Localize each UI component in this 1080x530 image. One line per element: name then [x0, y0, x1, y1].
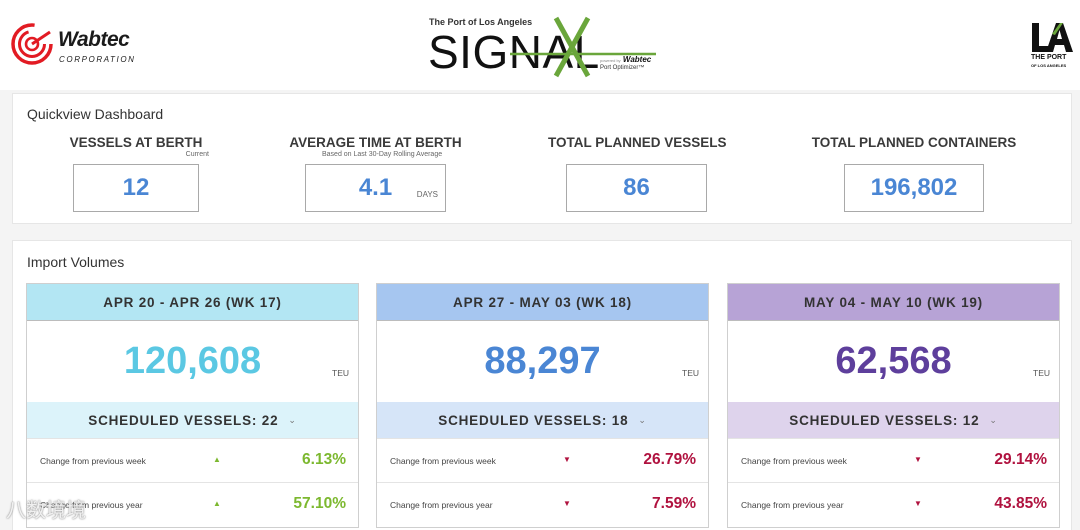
kpi-sub: Based on Last 30-Day Rolling Average	[322, 151, 443, 158]
quickview-title: Quickview Dashboard	[27, 106, 164, 122]
app-header: Wabtec CORPORATION The Port of Los Angel…	[0, 0, 1080, 90]
change-row-year: Change from previous year ▲ 57.10%	[27, 482, 358, 526]
triangle-down-icon: ▼	[563, 455, 571, 464]
scheduled-vessels-toggle[interactable]: SCHEDULED VESSELS: 22 ⌄	[27, 402, 358, 438]
kpi-vessels-at-berth: VESSELS AT BERTH Current 12	[63, 132, 209, 212]
week-header: APR 20 - APR 26 (WK 17)	[27, 284, 358, 321]
chevron-down-icon[interactable]: ⌄	[989, 414, 998, 425]
port-of-la-logo[interactable]: THE PORT OF LOS ANGELES	[1028, 20, 1076, 70]
kpi-sub: Current	[185, 151, 209, 158]
chevron-down-icon[interactable]: ⌄	[288, 414, 297, 425]
wabtec-corporation: CORPORATION	[59, 55, 136, 64]
week-card-19: MAY 04 - MAY 10 (WK 19) 62,568 TEU SCHED…	[727, 283, 1060, 528]
wabtec-emblem-icon	[11, 23, 53, 65]
quickview-panel: Quickview Dashboard VESSELS AT BERTH Cur…	[12, 93, 1072, 224]
kpi-label: TOTAL PLANNED VESSELS	[548, 135, 727, 150]
change-value: 6.13%	[302, 451, 346, 468]
kpi-label: VESSELS AT BERTH	[69, 135, 203, 150]
signal-accent-icon	[510, 16, 656, 78]
teu-unit: TEU	[682, 368, 699, 378]
triangle-down-icon: ▼	[914, 455, 922, 464]
triangle-down-icon: ▼	[563, 499, 571, 508]
kpi-value-box: 86	[566, 164, 707, 212]
kpi-label: TOTAL PLANNED CONTAINERS	[811, 135, 1017, 150]
change-label: Change from previous year	[40, 500, 143, 510]
week-volume: 120,608	[123, 340, 262, 382]
signal-powered-by: powered by Wabtec	[600, 55, 652, 64]
change-value: 7.59%	[652, 495, 696, 512]
scheduled-vessels-toggle[interactable]: SCHEDULED VESSELS: 12 ⌄	[728, 402, 1059, 438]
change-label: Change from previous week	[390, 456, 496, 466]
week-card-17: APR 20 - APR 26 (WK 17) 120,608 TEU SCHE…	[26, 283, 359, 528]
change-label: Change from previous week	[40, 456, 146, 466]
change-row-year: Change from previous year ▼ 43.85%	[728, 482, 1059, 526]
import-volumes-title: Import Volumes	[27, 254, 125, 270]
kpi-unit: DAYS	[416, 190, 438, 199]
kpi-value-box: 196,802	[844, 164, 984, 212]
kpi-total-planned-vessels: TOTAL PLANNED VESSELS 86	[548, 132, 727, 212]
teu-unit: TEU	[332, 368, 349, 378]
change-label: Change from previous week	[741, 456, 847, 466]
kpi-value-box: 12	[73, 164, 199, 212]
change-row-week: Change from previous week ▲ 6.13%	[27, 438, 358, 482]
la-mark-icon	[1032, 23, 1073, 52]
change-label: Change from previous year	[741, 500, 844, 510]
signal-port-optimizer: Port Optimizer™	[600, 65, 645, 71]
kpi-value: 196,802	[870, 174, 958, 201]
scheduled-vessels-label: SCHEDULED VESSELS: 22	[88, 412, 279, 428]
triangle-up-icon: ▲	[213, 499, 221, 508]
change-label: Change from previous year	[390, 500, 493, 510]
teu-unit: TEU	[1033, 368, 1050, 378]
kpi-value: 12	[122, 174, 150, 201]
kpi-label: AVERAGE TIME AT BERTH	[289, 135, 462, 150]
week-header: APR 27 - MAY 03 (WK 18)	[377, 284, 708, 321]
scheduled-vessels-label: SCHEDULED VESSELS: 18	[438, 412, 629, 428]
week-card-18: APR 27 - MAY 03 (WK 18) 88,297 TEU SCHED…	[376, 283, 709, 528]
week-volume: 88,297	[484, 340, 601, 382]
la-port-text: THE PORT	[1031, 54, 1067, 61]
watermark: 八数境境	[6, 500, 86, 522]
change-value: 57.10%	[293, 495, 346, 512]
kpi-value: 86	[623, 174, 650, 201]
kpi-value: 4.1	[358, 174, 393, 201]
la-sub-text: OF LOS ANGELES	[1031, 63, 1067, 68]
change-row-week: Change from previous week ▼ 26.79%	[377, 438, 708, 482]
kpi-total-planned-containers: TOTAL PLANNED CONTAINERS 196,802	[808, 132, 1020, 212]
change-row-week: Change from previous week ▼ 29.14%	[728, 438, 1059, 482]
kpi-average-time-at-berth: AVERAGE TIME AT BERTH Based on Last 30-D…	[288, 132, 463, 212]
change-value: 43.85%	[994, 495, 1047, 512]
week-volume: 62,568	[835, 340, 952, 382]
triangle-down-icon: ▼	[914, 499, 922, 508]
scheduled-vessels-toggle[interactable]: SCHEDULED VESSELS: 18 ⌄	[377, 402, 708, 438]
signal-subtitle: The Port of Los Angeles	[429, 17, 533, 27]
change-value: 26.79%	[643, 451, 696, 468]
change-value: 29.14%	[994, 451, 1047, 468]
wabtec-logo[interactable]: Wabtec CORPORATION	[10, 22, 160, 68]
chevron-down-icon[interactable]: ⌄	[638, 414, 647, 425]
import-volumes-panel: Import Volumes APR 20 - APR 26 (WK 17) 1…	[12, 240, 1072, 530]
week-header: MAY 04 - MAY 10 (WK 19)	[728, 284, 1059, 321]
wabtec-name: Wabtec	[58, 28, 130, 51]
triangle-up-icon: ▲	[213, 455, 221, 464]
scheduled-vessels-label: SCHEDULED VESSELS: 12	[789, 412, 980, 428]
kpi-value-box: 4.1 DAYS	[305, 164, 446, 212]
signal-logo[interactable]: The Port of Los Angeles SIGNAL powered b…	[428, 14, 660, 80]
change-row-year: Change from previous year ▼ 7.59%	[377, 482, 708, 526]
